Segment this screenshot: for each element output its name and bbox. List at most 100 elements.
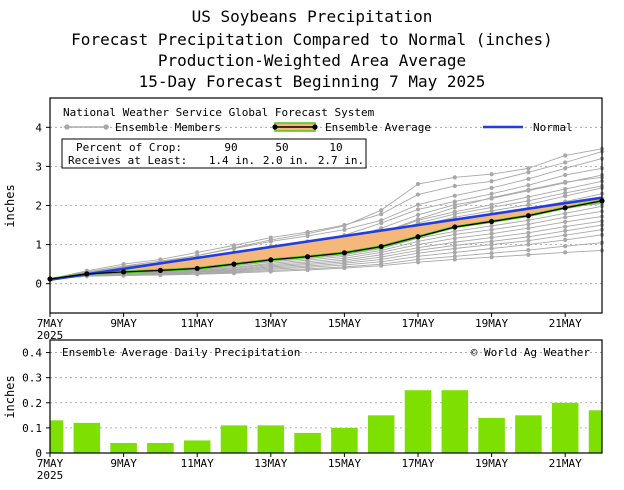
legend-average-dot-left bbox=[272, 124, 278, 130]
ensemble-member-point bbox=[195, 250, 200, 255]
ensemble-member-point bbox=[415, 239, 421, 244]
ensemble-member-point bbox=[526, 183, 531, 188]
ensemble-member-point bbox=[526, 222, 531, 227]
ensemble-member-point bbox=[563, 166, 568, 171]
ensemble-member-point bbox=[415, 217, 421, 222]
ensemble-average-point bbox=[121, 269, 127, 275]
ensemble-average-point bbox=[452, 224, 458, 230]
percent-table-header-label: Percent of Crop: bbox=[76, 141, 182, 154]
ensemble-member-point bbox=[379, 208, 384, 213]
daily-precip-bar bbox=[551, 402, 579, 453]
ensemble-member-point bbox=[379, 220, 384, 226]
percent-table-pct-1: 90 bbox=[224, 141, 237, 154]
ensemble-member-point bbox=[526, 198, 531, 203]
ensemble-member-point bbox=[563, 160, 568, 165]
top-xtick-label: 9MAY bbox=[110, 317, 137, 330]
legend-average-text: Ensemble Average bbox=[325, 121, 431, 134]
title-line-3: Production-Weighted Area Average bbox=[158, 51, 466, 70]
bottom-ytick-label: 0.1 bbox=[22, 422, 42, 435]
ensemble-average-point bbox=[562, 205, 568, 211]
ensemble-member-line bbox=[49, 151, 603, 280]
bottom-xtick-label: 19MAY bbox=[475, 457, 508, 470]
ensemble-member-point bbox=[526, 234, 531, 239]
percent-table-box bbox=[61, 138, 367, 169]
ensemble-member-point bbox=[158, 272, 163, 278]
ensemble-member-point bbox=[379, 212, 384, 217]
ensemble-member-point bbox=[526, 230, 531, 235]
ensemble-member-point bbox=[563, 179, 568, 185]
ensemble-member-point bbox=[563, 228, 568, 234]
ensemble-member-point bbox=[452, 254, 457, 259]
ensemble-member-point bbox=[231, 246, 237, 251]
percent-table-pct-2: 50 bbox=[275, 141, 288, 154]
ensemble-member-point bbox=[526, 194, 531, 199]
top-legend: National Weather Service Global Forecast… bbox=[63, 106, 573, 134]
bottom-panel-credit: © World Ag Weather bbox=[471, 346, 591, 359]
ensemble-average-point bbox=[194, 265, 200, 272]
ensemble-member-point bbox=[563, 237, 568, 242]
daily-precip-bar bbox=[110, 442, 137, 453]
top-ytick-label: 2 bbox=[35, 200, 42, 213]
ensemble-member-point bbox=[489, 235, 494, 240]
ensemble-member-point bbox=[526, 202, 531, 207]
ensemble-member-point bbox=[489, 246, 494, 251]
ensemble-member-point bbox=[489, 172, 494, 177]
bottom-xtick-label: 9MAY bbox=[110, 457, 137, 470]
ensemble-member-point bbox=[563, 211, 568, 216]
bottom-xtick-label: 11MAY bbox=[181, 457, 214, 470]
ensemble-member-line bbox=[49, 158, 603, 280]
bottom-xtick-label: 21MAY bbox=[549, 457, 582, 470]
ensemble-member-point bbox=[489, 179, 494, 184]
top-ytick-label: 1 bbox=[35, 239, 42, 252]
ensemble-member-point bbox=[305, 233, 310, 239]
top-xtick-label: 19MAY bbox=[475, 317, 508, 330]
bottom-panel-gridlines bbox=[50, 352, 602, 429]
ensemble-member-point bbox=[342, 265, 347, 271]
ensemble-member-point bbox=[452, 193, 457, 198]
ensemble-member-point bbox=[526, 242, 531, 247]
ensemble-member-point bbox=[563, 219, 568, 225]
percent-of-crop-table: Percent of Crop: 90 50 10 Receives at Le… bbox=[61, 138, 367, 169]
percent-table-row-label: Receives at Least: bbox=[68, 154, 187, 167]
daily-precip-bar bbox=[331, 427, 358, 453]
ensemble-member-point bbox=[526, 226, 531, 231]
ensemble-member-point bbox=[563, 172, 568, 178]
bottom-ytick-label: 0.2 bbox=[22, 397, 42, 410]
normal-line bbox=[49, 196, 603, 282]
ensemble-member-point bbox=[415, 242, 421, 247]
ensemble-member-point bbox=[526, 166, 531, 171]
ensemble-member-point bbox=[489, 191, 494, 196]
ensemble-member-point bbox=[563, 215, 568, 220]
ensemble-member-point bbox=[489, 242, 494, 247]
ensemble-member-point bbox=[231, 271, 237, 276]
daily-precip-bar bbox=[588, 410, 602, 453]
bottom-ytick-label: 0.4 bbox=[22, 347, 42, 360]
ensemble-member-point bbox=[489, 185, 494, 191]
ensemble-member-point bbox=[489, 227, 494, 232]
bottom-xtick-label: 7MAY bbox=[37, 457, 64, 470]
ensemble-member-point bbox=[526, 238, 531, 243]
ensemble-member-point bbox=[415, 251, 421, 256]
ensemble-member-point bbox=[489, 208, 494, 214]
ensemble-average-point bbox=[525, 213, 532, 219]
ensemble-member-point bbox=[342, 222, 347, 228]
ensemble-member-point bbox=[415, 192, 421, 197]
ensemble-member-point bbox=[452, 212, 457, 217]
bottom-ylabel: inches bbox=[3, 375, 17, 418]
top-xtick-label: 11MAY bbox=[181, 317, 214, 330]
ensemble-average-point bbox=[378, 243, 384, 250]
bottom-panel-frame bbox=[49, 339, 603, 454]
ensemble-member-point bbox=[563, 244, 568, 249]
ensemble-average-point bbox=[489, 218, 495, 225]
top-ytick-label: 3 bbox=[35, 160, 42, 173]
ensemble-member-point bbox=[268, 239, 273, 244]
ensemble-member-point bbox=[452, 205, 457, 210]
ensemble-member-point bbox=[526, 247, 531, 253]
ensemble-member-point bbox=[268, 235, 273, 240]
ensemble-member-point bbox=[563, 190, 568, 196]
top-ytick-label: 0 bbox=[35, 278, 42, 291]
ensemble-member-point bbox=[452, 240, 457, 245]
ensemble-member-point bbox=[452, 250, 457, 255]
